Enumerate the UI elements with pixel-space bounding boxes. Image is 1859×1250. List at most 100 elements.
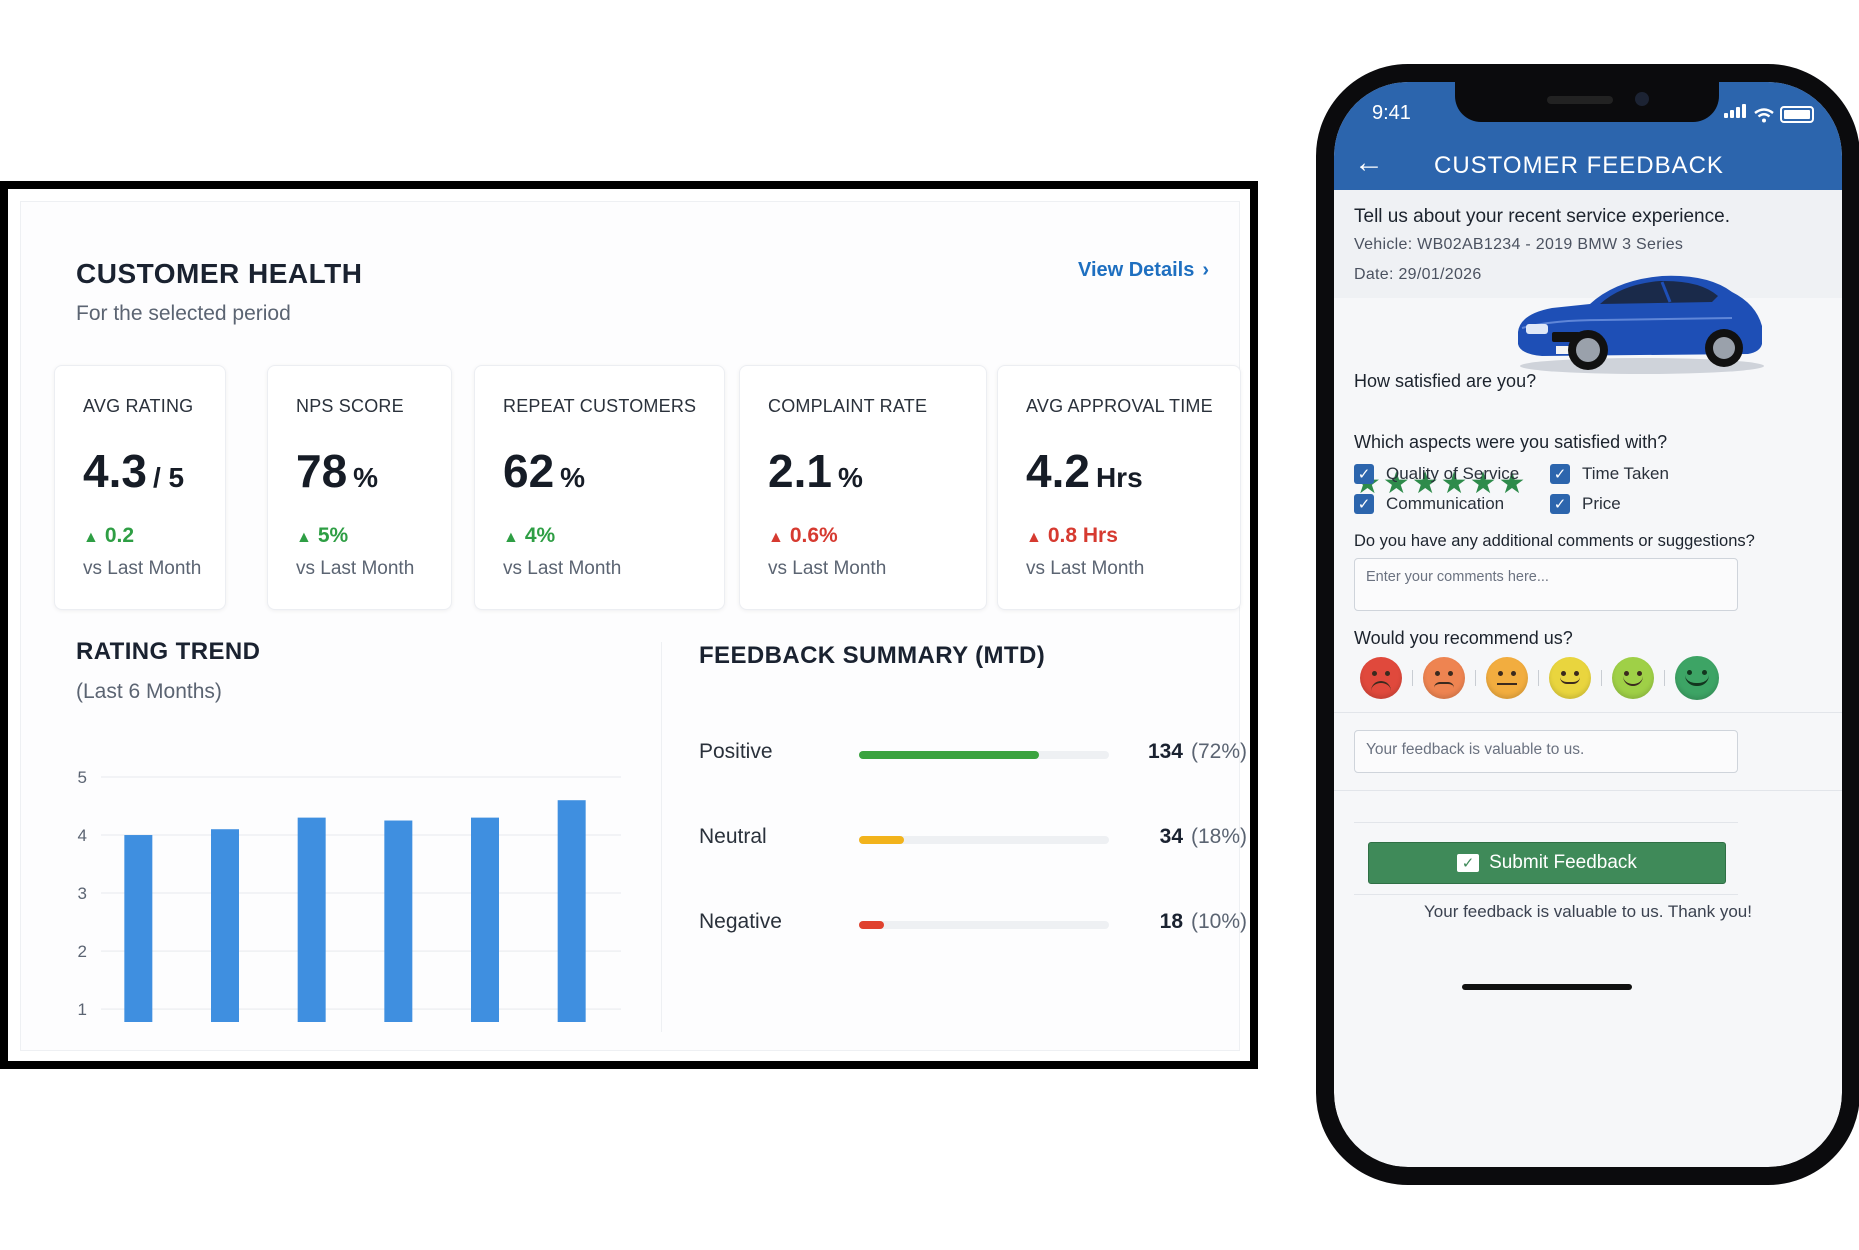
feedback-count: 18 xyxy=(1159,910,1183,933)
feedback-percent: (72%) xyxy=(1191,740,1248,763)
kpi-delta: ▲ 4% xyxy=(503,524,556,547)
very-sad-face-icon[interactable] xyxy=(1360,657,1402,699)
feedback-bar-track xyxy=(859,751,1109,759)
feedback-row-negative: Negative 18 (10%) xyxy=(699,904,1250,944)
kpi-delta: ▲ 0.2 xyxy=(83,524,135,547)
recommend-question: Would you recommend us? xyxy=(1354,628,1573,648)
status-icons xyxy=(1724,104,1814,123)
feedback-percent: (18%) xyxy=(1191,825,1248,848)
y-tick-label: 3 xyxy=(78,884,87,903)
aspects-question: Which aspects were you satisfied with? xyxy=(1354,432,1668,452)
rating-trend-chart: 12345DecJanFebMarAprMay xyxy=(78,768,621,1022)
kpi-comparison: vs Last Month xyxy=(1026,558,1145,579)
kpi-card-repeat-customers[interactable]: REPEAT CUSTOMERS 62% ▲ 4% vs Last Month xyxy=(474,365,725,610)
customer-health-dashboard: CUSTOMER HEALTH For the selected period … xyxy=(0,181,1258,1069)
kpi-label: REPEAT CUSTOMERS xyxy=(503,396,697,416)
kpi-delta: ▲ 0.6% xyxy=(768,524,838,547)
wifi-icon xyxy=(1754,108,1774,123)
triangle-up-icon: ▲ xyxy=(503,529,519,546)
satisfaction-question: How satisfied are you? xyxy=(1354,371,1537,391)
checkbox-quality-of-service[interactable]: ✓ Quality of Service xyxy=(1354,464,1519,484)
triangle-up-icon: ▲ xyxy=(768,529,784,546)
kpi-label: AVG RATING xyxy=(83,396,194,416)
feedback-bar-track xyxy=(859,921,1109,929)
bar xyxy=(297,817,326,1022)
section-divider xyxy=(661,642,662,1032)
rating-trend-subtitle: (Last 6 Months) xyxy=(76,680,222,703)
feedback-summary-title: FEEDBACK SUMMARY (MTD) xyxy=(699,642,1046,669)
kpi-comparison: vs Last Month xyxy=(503,558,622,579)
neutral-face-icon[interactable] xyxy=(1486,657,1528,699)
checkbox-time-taken[interactable]: ✓ Time Taken xyxy=(1550,464,1669,484)
kpi-comparison: vs Last Month xyxy=(296,558,415,579)
status-time: 9:41 xyxy=(1372,102,1411,124)
recommend-scale xyxy=(1360,656,1719,700)
kpi-value: 4.2 Hrs xyxy=(1026,445,1143,497)
bar xyxy=(557,800,586,1022)
checkmark-icon: ✓ xyxy=(1354,464,1374,484)
feedback-bar-neutral xyxy=(859,836,904,844)
checkbox-price[interactable]: ✓ Price xyxy=(1550,494,1621,514)
kpi-card-avg-rating[interactable]: AVG RATING 4.3/ 5 ▲ 0.2 vs Last Month xyxy=(54,365,226,610)
phone-screen: 9:41 ← CUSTOMER FEEDBACK Tell us about y… xyxy=(1334,82,1842,1167)
feedback-bar-positive xyxy=(859,751,1039,759)
dashboard-title: CUSTOMER HEALTH xyxy=(76,258,363,289)
divider xyxy=(1334,712,1842,713)
feedback-field[interactable]: Your feedback is valuable to us. xyxy=(1354,730,1738,773)
y-tick-label: 4 xyxy=(78,826,87,845)
feedback-label: Neutral xyxy=(699,825,767,848)
rating-trend-title: RATING TREND xyxy=(76,638,261,665)
checkbox-communication[interactable]: ✓ Communication xyxy=(1354,494,1504,514)
view-details-label: View Details xyxy=(1077,259,1195,281)
triangle-up-icon: ▲ xyxy=(296,529,312,546)
screen-title: CUSTOMER FEEDBACK xyxy=(1434,152,1724,179)
checkmark-icon: ✓ xyxy=(1550,494,1570,514)
kpi-card-avg-approval-time[interactable]: AVG APPROVAL TIME 4.2 Hrs ▲ 0.8 Hrs vs Las… xyxy=(997,365,1241,610)
feedback-bar-track xyxy=(859,836,1109,844)
kpi-card-complaint-rate[interactable]: COMPLAINT RATE 2.1% ▲ 0.6% vs Last Month xyxy=(739,365,987,610)
divider xyxy=(1354,822,1738,823)
kpi-label: NPS SCORE xyxy=(296,396,404,416)
intro-panel xyxy=(1334,190,1842,298)
dashboard-panel: CUSTOMER HEALTH For the selected period … xyxy=(20,201,1247,1051)
chevron-right-icon: › xyxy=(1202,259,1209,281)
back-arrow-icon[interactable]: ← xyxy=(1354,146,1384,179)
submit-label: Submit Feedback xyxy=(1489,852,1637,873)
camera-icon xyxy=(1635,92,1649,106)
slight-smile-face-icon[interactable] xyxy=(1549,657,1591,699)
kpi-label: COMPLAINT RATE xyxy=(768,396,928,416)
bar xyxy=(211,829,239,1022)
kpi-value: 62% xyxy=(503,445,586,497)
signal-icon xyxy=(1724,104,1748,123)
comments-textarea[interactable]: Enter your comments here... xyxy=(1354,558,1738,611)
triangle-up-icon: ▲ xyxy=(83,529,99,546)
car-image xyxy=(1518,275,1764,374)
sad-face-icon[interactable] xyxy=(1423,657,1465,699)
service-date: Date: 29/01/2026 xyxy=(1354,266,1482,283)
feedback-label: Positive xyxy=(699,740,773,763)
bar xyxy=(384,820,413,1022)
feedback-count: 134 xyxy=(1147,740,1183,763)
kpi-value: 78% xyxy=(296,445,379,497)
kpi-card-nps-score[interactable]: NPS SCORE 78% ▲ 5% vs Last Month xyxy=(267,365,452,610)
comments-question: Do you have any additional comments or s… xyxy=(1354,532,1755,550)
view-details-link[interactable]: View Details › xyxy=(1078,259,1209,282)
y-tick-label: 2 xyxy=(78,942,87,961)
kpi-delta: ▲ 5% xyxy=(296,524,349,547)
submit-feedback-button[interactable]: ✓ Submit Feedback xyxy=(1368,842,1726,884)
feedback-percent: (10%) xyxy=(1191,910,1248,933)
dashboard-subtitle: For the selected period xyxy=(76,302,291,325)
feedback-row-positive: Positive 134 (72%) xyxy=(699,734,1250,774)
divider xyxy=(1334,790,1842,791)
checkmark-icon: ✓ xyxy=(1354,494,1374,514)
star-rating[interactable]: ★★★★★★ xyxy=(1354,467,1528,500)
smile-face-icon[interactable] xyxy=(1612,657,1654,699)
y-tick-label: 5 xyxy=(78,768,87,787)
battery-icon xyxy=(1780,106,1814,123)
divider xyxy=(1354,894,1738,895)
triangle-up-icon: ▲ xyxy=(1026,529,1042,546)
phone-frame: 9:41 ← CUSTOMER FEEDBACK Tell us about y… xyxy=(1316,64,1859,1185)
thank-you-note: Your feedback is valuable to us. Thank y… xyxy=(1424,902,1752,921)
big-smile-face-icon[interactable] xyxy=(1675,656,1719,700)
home-indicator[interactable] xyxy=(1462,984,1632,990)
